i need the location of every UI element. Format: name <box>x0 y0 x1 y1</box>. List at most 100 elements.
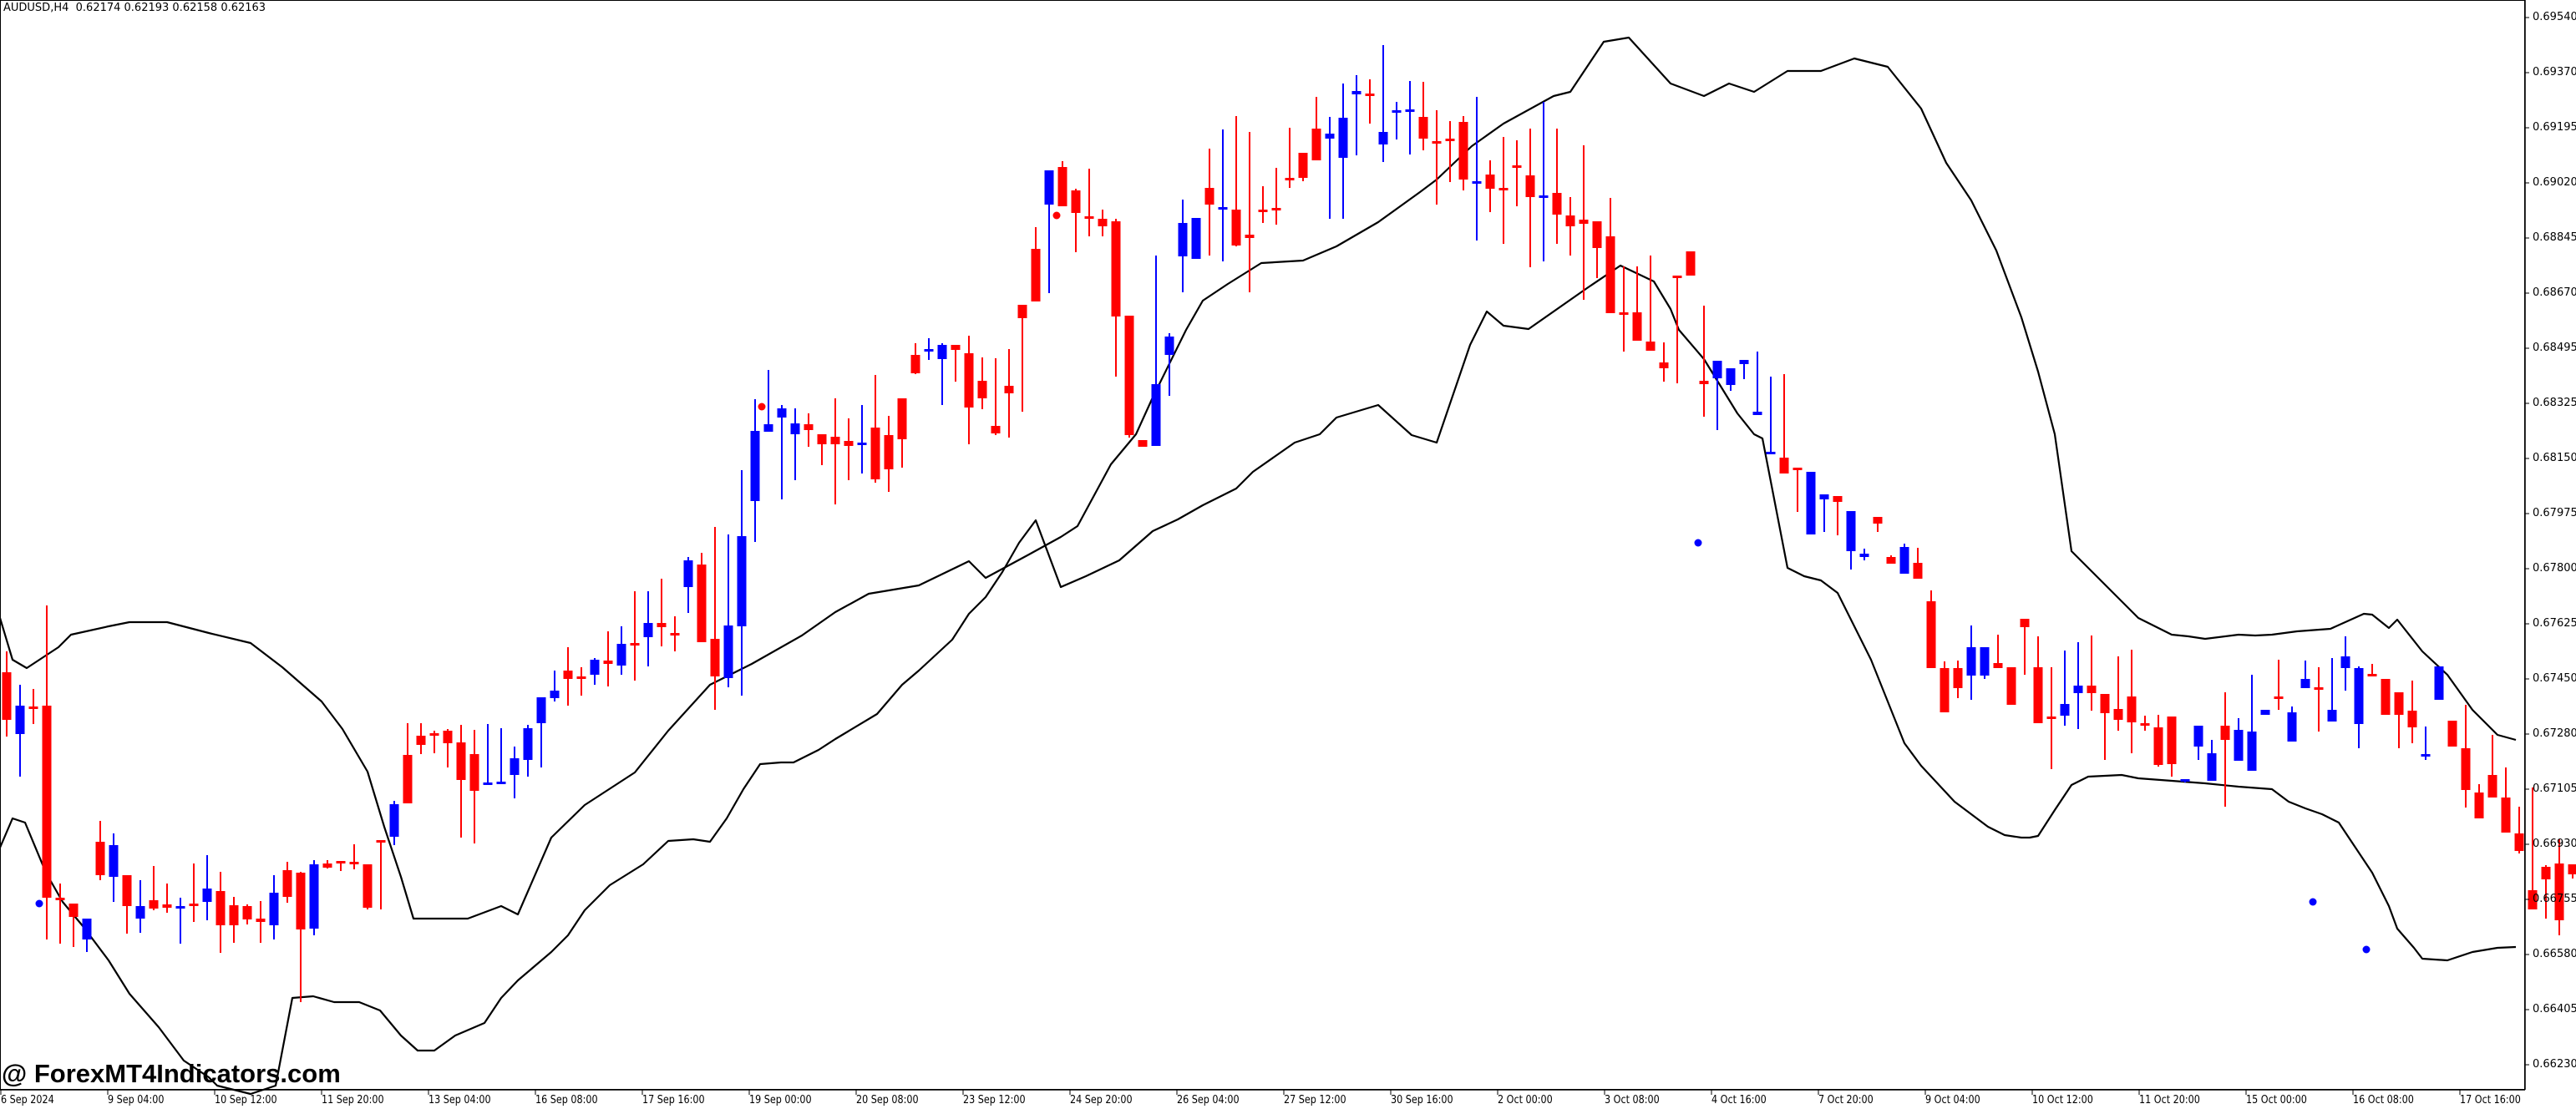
candle <box>2207 740 2217 781</box>
candle <box>122 875 132 934</box>
candle <box>2006 667 2016 705</box>
candle <box>336 861 346 871</box>
candle <box>2327 658 2337 722</box>
candle <box>2127 650 2137 753</box>
price-tick-label: 0.66580 <box>2533 948 2576 960</box>
candle <box>2554 839 2564 935</box>
time-tick-label: 7 Oct 20:00 <box>1818 1094 1874 1106</box>
time-tick-label: 23 Sep 12:00 <box>963 1094 1026 1106</box>
candle <box>1672 276 1682 383</box>
candle <box>1819 494 1829 532</box>
candle <box>2193 726 2203 760</box>
candle <box>2407 681 2417 743</box>
candlestick-series <box>2 45 2576 1002</box>
candle <box>469 730 479 843</box>
candle <box>322 860 332 868</box>
candle <box>924 338 934 360</box>
candle <box>403 723 413 803</box>
price-tick-label: 0.66930 <box>2533 838 2576 850</box>
candle <box>95 821 105 880</box>
candle <box>1632 266 1642 341</box>
candle <box>937 343 947 405</box>
candle <box>1552 129 1562 244</box>
price-tick-label: 0.67800 <box>2533 562 2576 575</box>
candle <box>991 358 1001 435</box>
candle <box>2421 727 2431 760</box>
candle <box>2260 710 2270 715</box>
candle <box>2274 660 2284 710</box>
time-tick-label: 24 Sep 20:00 <box>1070 1094 1133 1106</box>
candle <box>1164 333 1174 396</box>
candle <box>777 405 787 499</box>
time-tick-label: 27 Sep 12:00 <box>1284 1094 1346 1106</box>
candle <box>2501 767 2511 833</box>
candle <box>1071 189 1081 252</box>
time-tick-label: 16 Oct 08:00 <box>2353 1094 2414 1106</box>
time-tick-label: 9 Sep 04:00 <box>108 1094 165 1106</box>
candle <box>2394 692 2404 748</box>
time-tick-label: 17 Sep 16:00 <box>642 1094 705 1106</box>
candle <box>2354 666 2364 748</box>
candle <box>683 557 693 613</box>
candle <box>68 904 79 947</box>
time-tick-label: 10 Oct 12:00 <box>2032 1094 2093 1106</box>
candle <box>1405 81 1415 154</box>
candle <box>603 631 613 686</box>
candle <box>2220 692 2230 807</box>
price-tick-label: 0.69195 <box>2533 121 2576 134</box>
candle <box>2033 636 2043 723</box>
candle <box>657 579 667 646</box>
candle <box>269 875 279 939</box>
candle <box>830 398 840 504</box>
candle <box>82 919 92 952</box>
ohlc-values: 0.62174 0.62193 0.62158 0.62163 <box>75 2 266 14</box>
time-tick-label: 30 Sep 16:00 <box>1391 1094 1453 1106</box>
time-tick-label: 2 Oct 00:00 <box>1498 1094 1553 1106</box>
candle <box>1111 219 1121 377</box>
candle <box>2300 661 2310 688</box>
candle <box>229 897 239 943</box>
candle <box>790 408 800 480</box>
candle <box>2367 664 2377 676</box>
candle <box>1472 97 1482 241</box>
bollinger-bands <box>0 36 2517 1096</box>
candle <box>2 651 12 737</box>
candle <box>309 860 319 935</box>
candle <box>563 647 573 706</box>
candle <box>2447 721 2457 747</box>
candle <box>536 697 546 767</box>
candle <box>1899 544 1909 574</box>
candle <box>2153 715 2163 767</box>
candle <box>1258 186 1268 223</box>
candle <box>1031 227 1041 301</box>
candle <box>2381 679 2391 715</box>
candle <box>2073 642 2083 729</box>
time-tick-label: 26 Sep 04:00 <box>1177 1094 1240 1106</box>
price-tick-label: 0.69370 <box>2533 66 2576 78</box>
candle <box>1699 306 1709 417</box>
candle <box>162 884 172 913</box>
signal-dots <box>35 211 2371 954</box>
time-tick-label: 16 Sep 08:00 <box>535 1094 598 1106</box>
candle <box>1752 352 1762 415</box>
candle <box>2434 666 2444 700</box>
candle <box>576 667 586 696</box>
candle <box>496 728 506 784</box>
price-tick-label: 0.67280 <box>2533 727 2576 740</box>
candle <box>1980 647 1990 679</box>
candle <box>1285 128 1295 188</box>
candle <box>1846 511 1856 570</box>
candle <box>1004 349 1014 438</box>
candle <box>723 534 733 687</box>
candle <box>2113 656 2123 731</box>
watermark-text: @ ForexMT4Indicators.com <box>2 1059 341 1088</box>
price-tick-label: 0.68845 <box>2533 231 2576 244</box>
candle <box>1178 200 1188 292</box>
candle <box>242 904 252 924</box>
candle <box>616 626 626 675</box>
candle <box>590 658 600 685</box>
candle <box>1592 221 1602 278</box>
signal-dot <box>1694 539 1702 547</box>
